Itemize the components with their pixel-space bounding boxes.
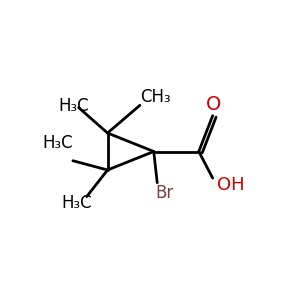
Text: H₃C: H₃C [58, 98, 88, 116]
Text: OH: OH [217, 176, 245, 194]
Text: H₃C: H₃C [61, 194, 92, 212]
Text: H₃C: H₃C [43, 134, 74, 152]
Text: Br: Br [155, 184, 173, 202]
Text: CH₃: CH₃ [140, 88, 170, 106]
Text: O: O [206, 94, 221, 114]
